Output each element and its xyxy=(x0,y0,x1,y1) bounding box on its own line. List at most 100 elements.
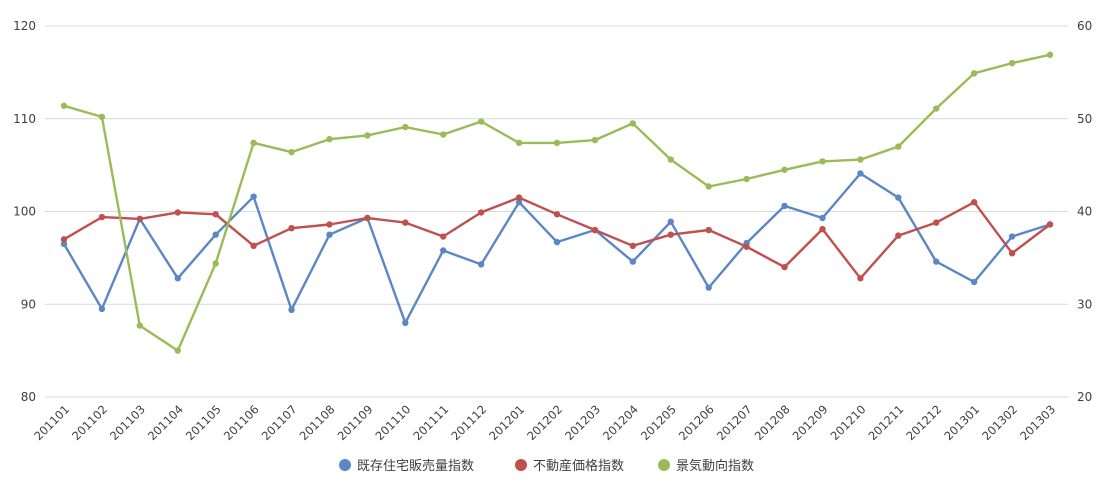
legend-marker xyxy=(515,459,527,471)
x-tick-label: 201301 xyxy=(941,402,982,443)
x-tick-label: 201103 xyxy=(107,402,148,443)
x-tick-label: 201212 xyxy=(903,402,944,443)
x-tick-label: 201108 xyxy=(297,402,338,443)
data-point xyxy=(629,258,637,265)
legend-item: 既存住宅販売量指数 xyxy=(339,458,474,474)
data-point xyxy=(515,194,523,201)
legend: 既存住宅販売量指数 不動産価格指数 景気動向指数 xyxy=(339,458,754,474)
series-group xyxy=(60,51,1054,354)
data-point xyxy=(970,70,978,77)
data-point xyxy=(174,347,181,354)
data-point xyxy=(667,156,674,163)
data-point xyxy=(288,306,295,314)
data-point xyxy=(326,221,333,228)
data-point xyxy=(933,219,940,226)
x-tick-label: 201209 xyxy=(790,402,831,443)
legend-marker xyxy=(658,459,670,471)
data-point xyxy=(477,261,485,268)
y-left-tick-label: 120 xyxy=(13,19,36,33)
legend-marker xyxy=(339,459,351,471)
data-point xyxy=(212,260,219,267)
data-point xyxy=(364,214,371,222)
data-point xyxy=(629,120,637,127)
data-point xyxy=(326,231,333,238)
data-point xyxy=(857,170,864,177)
data-point xyxy=(553,211,561,218)
x-tick-label: 201201 xyxy=(486,402,527,443)
data-point xyxy=(402,123,409,131)
data-point xyxy=(250,242,257,250)
data-point xyxy=(705,183,712,190)
data-point xyxy=(857,156,864,163)
data-point xyxy=(781,202,788,210)
data-point xyxy=(1008,233,1016,240)
y-left-tick-label: 100 xyxy=(13,205,36,219)
data-point xyxy=(970,199,978,206)
data-point xyxy=(553,238,561,246)
x-tick-label: 201102 xyxy=(69,402,110,443)
data-point xyxy=(591,136,599,144)
data-point xyxy=(895,232,902,239)
data-point xyxy=(705,284,712,291)
series-layer xyxy=(60,51,1054,354)
x-tick-label: 201207 xyxy=(714,402,755,443)
data-point xyxy=(781,166,788,173)
series-group xyxy=(60,170,1054,326)
data-point xyxy=(212,231,219,238)
data-point xyxy=(440,233,447,240)
y-right-tick-label: 30 xyxy=(1077,297,1092,311)
x-tick-label: 201104 xyxy=(145,402,186,443)
data-point xyxy=(477,118,485,125)
data-point xyxy=(1008,59,1016,67)
x-tick-label: 201106 xyxy=(221,402,262,443)
data-point xyxy=(819,214,826,222)
data-point xyxy=(60,102,68,109)
data-point xyxy=(60,236,68,243)
data-point xyxy=(553,139,561,147)
data-point xyxy=(402,319,409,326)
right-axis: 20 30 40 50 60 xyxy=(1077,19,1092,404)
y-right-tick-label: 60 xyxy=(1077,19,1092,33)
left-axis: 80 90 100 110 120 xyxy=(13,19,36,404)
data-point xyxy=(98,113,106,121)
legend-label: 景気動向指数 xyxy=(676,458,754,474)
data-point xyxy=(1046,221,1054,228)
data-point xyxy=(667,231,674,238)
legend-label: 不動産価格指数 xyxy=(533,458,624,474)
data-point xyxy=(591,226,599,234)
x-tick-label: 201203 xyxy=(562,402,603,443)
x-tick-label: 201107 xyxy=(259,402,300,443)
data-point xyxy=(819,225,826,233)
data-point xyxy=(895,194,902,201)
data-point xyxy=(326,135,333,143)
data-point xyxy=(60,240,68,248)
data-point xyxy=(288,148,295,156)
data-point xyxy=(477,209,485,216)
x-tick-label: 201105 xyxy=(183,402,224,443)
data-point xyxy=(136,215,144,223)
data-point xyxy=(440,131,447,138)
data-point xyxy=(364,132,371,139)
x-tick-label: 201206 xyxy=(676,402,717,443)
legend-item: 景気動向指数 xyxy=(658,458,754,474)
y-right-tick-label: 50 xyxy=(1077,112,1092,126)
legend-label: 既存住宅販売量指数 xyxy=(357,458,474,474)
x-tick-label: 201208 xyxy=(752,402,793,443)
y-left-tick-label: 80 xyxy=(21,390,36,404)
data-point xyxy=(781,263,788,271)
data-point xyxy=(515,139,523,147)
x-tick-label: 201101 xyxy=(31,402,72,443)
data-point xyxy=(174,209,181,216)
y-right-tick-label: 20 xyxy=(1077,390,1092,404)
series-line xyxy=(62,172,1052,324)
data-point xyxy=(98,305,106,313)
y-left-tick-label: 90 xyxy=(21,297,36,311)
data-point xyxy=(174,275,181,282)
data-point xyxy=(933,258,940,265)
x-axis: 2011012011022011032011042011052011062011… xyxy=(31,402,1058,443)
data-point xyxy=(250,193,257,200)
x-tick-label: 201112 xyxy=(448,402,489,443)
x-tick-label: 201202 xyxy=(524,402,565,443)
